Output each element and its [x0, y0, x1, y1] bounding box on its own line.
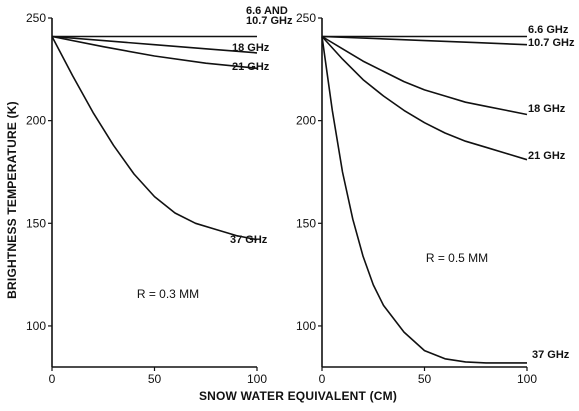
- series-label-10-7-ghz: 10.7 GHz: [528, 37, 575, 49]
- x-tick-label: 0: [319, 372, 326, 386]
- series-label-37-ghz: 37 GHz: [230, 234, 268, 246]
- series-line-18-ghz: [321, 35, 528, 116]
- series-label-21-ghz: 21 GHz: [232, 61, 270, 73]
- y-tick-label: 100: [296, 319, 316, 333]
- series-label-18-ghz: 18 GHz: [528, 103, 566, 115]
- series-label-6-6-and-10-7-ghz: 10.7 GHz: [246, 15, 293, 27]
- x-tick-label: 50: [418, 372, 432, 386]
- y-tick-label: 200: [296, 114, 316, 128]
- series-label-37-ghz: 37 GHz: [532, 349, 570, 361]
- x-tick-label: 0: [49, 372, 56, 386]
- y-tick-label: 250: [296, 11, 316, 25]
- annotation-radius: R = 0.5 MM: [426, 251, 488, 265]
- series-line-37-ghz: [321, 36, 527, 364]
- x-tick-label: 50: [148, 372, 162, 386]
- annotation-radius: R = 0.3 MM: [137, 287, 199, 301]
- series-line-18-ghz: [51, 35, 258, 54]
- series-line-21-ghz: [321, 35, 528, 161]
- y-axis-title: BRIGHTNESS TEMPERATURE (K): [5, 101, 19, 299]
- y-tick-label: 200: [26, 114, 46, 128]
- series-label-6-6-ghz: 6.6 GHz: [528, 24, 569, 36]
- y-tick-label: 250: [26, 11, 46, 25]
- x-tick-label: 100: [517, 372, 537, 386]
- y-tick-label: 150: [26, 216, 46, 230]
- series-label-6-6-and-10-7-ghz: 6.6 AND: [246, 5, 288, 17]
- series-line-10-7-ghz: [321, 35, 528, 46]
- y-tick-label: 100: [26, 319, 46, 333]
- y-tick-label: 150: [296, 216, 316, 230]
- x-axis-title: SNOW WATER EQUIVALENT (CM): [199, 389, 397, 403]
- x-tick-label: 100: [247, 372, 267, 386]
- series-label-21-ghz: 21 GHz: [528, 150, 566, 162]
- series-label-18-ghz: 18 GHz: [232, 42, 270, 54]
- series-line-21-ghz: [51, 35, 258, 70]
- series-line-37-ghz: [51, 36, 258, 241]
